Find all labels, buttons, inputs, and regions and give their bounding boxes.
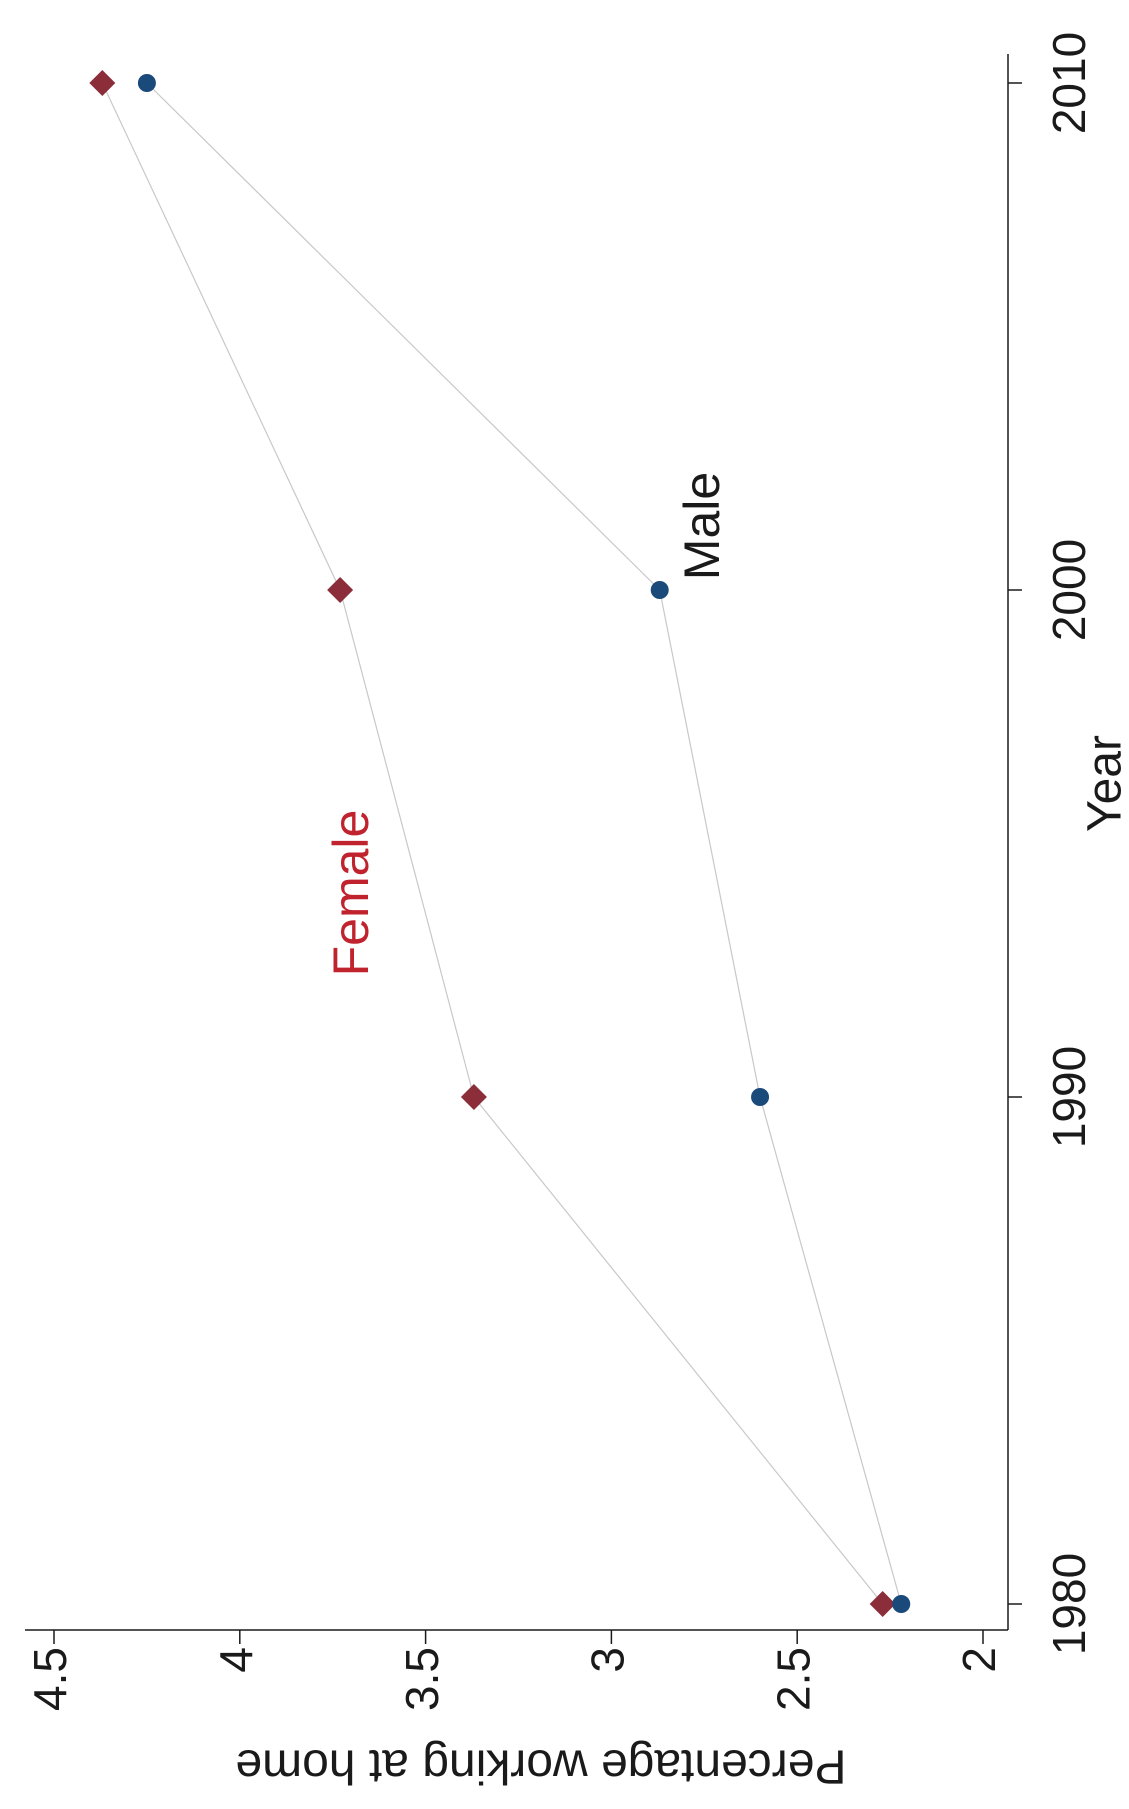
point [327,577,354,603]
x-tick-label: 1980 [1043,1553,1095,1655]
point [650,581,669,599]
point [89,70,116,96]
y-tick-label: 3.5 [396,1647,448,1711]
point [751,1088,770,1106]
x-axis-title: Year [1079,735,1129,832]
series-label: Female [323,810,379,977]
y-tick-label: 4.5 [24,1647,76,1711]
point [137,74,156,92]
point [892,1595,911,1613]
x-tick-label: 2010 [1043,32,1095,134]
x-tick-label: 2000 [1043,539,1095,641]
point [460,1084,487,1110]
series-line [101,82,884,1605]
y-tick-label: 3 [582,1647,634,1673]
y-tick-label: 4 [210,1647,262,1673]
x-tick-label: 1990 [1043,1046,1095,1148]
point [869,1591,896,1617]
series-label: Male [674,472,730,580]
y-axis-title: Percentage working at home [235,1739,846,1792]
series-line [146,82,902,1605]
rotated-plot: 1980 1990 2000 2010 2 2.5 3 3.5 4 4.5 Year Percenta… [24,32,1129,1793]
y-tick-label: 2.5 [767,1647,819,1711]
y-tick-label: 2 [953,1647,1005,1673]
